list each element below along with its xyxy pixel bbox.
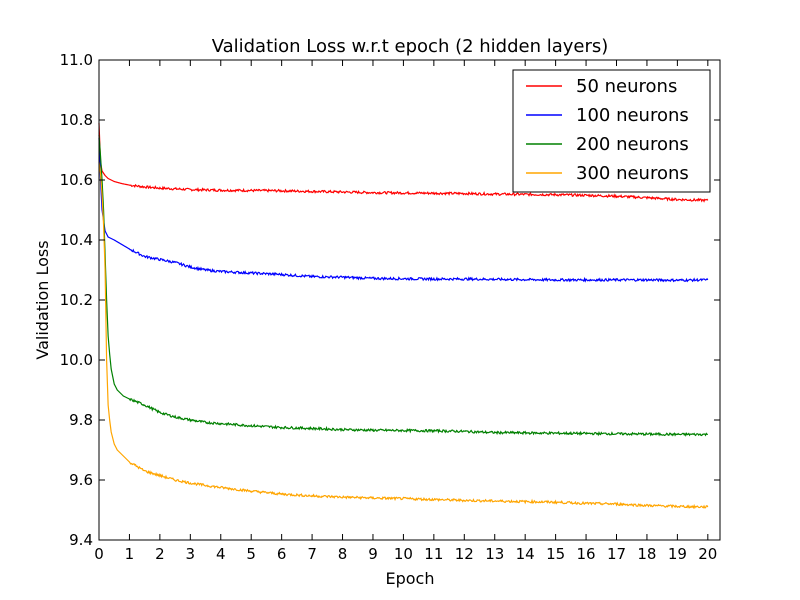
chart-title: Validation Loss w.r.t epoch (2 hidden la…: [212, 36, 609, 57]
y-tick-label: 10.6: [60, 171, 93, 189]
x-tick-label: 12: [455, 545, 474, 563]
y-tick-label: 10.2: [60, 291, 93, 309]
x-tick-label: 6: [277, 545, 287, 563]
legend-label-3: 200 neurons: [576, 134, 689, 155]
x-tick-label: 3: [186, 545, 196, 563]
series-line-2: [98, 137, 709, 283]
y-tick-label: 10.0: [60, 351, 93, 369]
y-tick-label: 10.8: [60, 111, 93, 129]
x-axis-label: Epoch: [386, 569, 435, 588]
legend-label-1: 50 neurons: [576, 76, 677, 97]
y-tick-label: 11.0: [60, 51, 93, 69]
x-tick-label: 2: [155, 545, 165, 563]
x-tick-label: 1: [125, 545, 135, 563]
y-tick-label: 10.4: [60, 231, 93, 249]
plot-area: [98, 122, 709, 510]
x-tick-label: 15: [546, 545, 565, 563]
legend: 50 neurons 100 neurons 200 neurons 300 neur…: [512, 69, 711, 193]
series-line-4: [98, 161, 709, 510]
x-tick-label: 4: [216, 545, 226, 563]
legend-label-4: 300 neurons: [576, 163, 689, 184]
x-tick-label: 13: [485, 545, 504, 563]
x-tick-label: 0: [94, 545, 104, 563]
y-axis: 9.4 9.6 9.8 10.0 10.2 10.4 10.6 10.8 11.0: [60, 51, 720, 549]
x-tick-label: 8: [338, 545, 348, 563]
x-tick-label: 9: [368, 545, 378, 563]
x-tick-label: 10: [394, 545, 413, 563]
x-axis: 0 1 2 3 4 5 6 7 8 9 10 11 12 13 14 15 16 17 18 19 20: [94, 60, 717, 563]
series-line-1: [98, 122, 709, 203]
x-tick-label: 20: [698, 545, 717, 563]
y-tick-label: 9.8: [69, 411, 93, 429]
series-line-3: [98, 134, 708, 437]
y-tick-label: 9.4: [69, 531, 93, 549]
legend-box: [512, 69, 711, 193]
legend-label-2: 100 neurons: [576, 105, 689, 126]
y-axis-label: Validation Loss: [33, 240, 52, 359]
y-tick-label: 9.6: [69, 471, 93, 489]
x-tick-label: 19: [668, 545, 687, 563]
x-tick-label: 7: [307, 545, 317, 563]
x-tick-label: 5: [246, 545, 256, 563]
x-tick-label: 11: [424, 545, 443, 563]
x-tick-label: 17: [607, 545, 626, 563]
x-tick-label: 16: [577, 545, 596, 563]
x-tick-label: 18: [637, 545, 656, 563]
x-tick-label: 14: [516, 545, 535, 563]
